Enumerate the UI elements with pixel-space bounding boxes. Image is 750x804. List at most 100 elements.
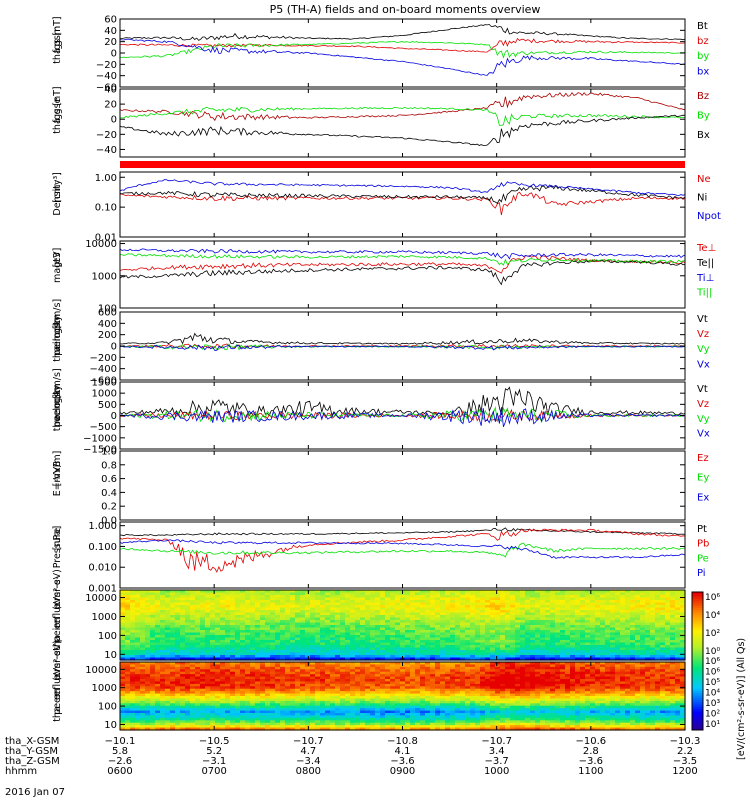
legend-label: bx bbox=[697, 66, 709, 77]
y-axis-label-line: [km/s] bbox=[52, 368, 63, 398]
y-axis-label: Pressure[nPa] bbox=[52, 526, 63, 569]
y-axis-label-line: [nPa] bbox=[52, 526, 63, 551]
series-line-fgs_gse-2 bbox=[120, 115, 685, 145]
panel-pressure: PtPbPePi0.0010.0100.1001.000Pressure[nPa… bbox=[52, 521, 709, 594]
panel-peem_velocity: VtVzVyVx−1500−1000−500050010001500thapee… bbox=[52, 368, 710, 455]
y-tick-label: 100 bbox=[98, 631, 117, 642]
legend-label: Vy bbox=[697, 414, 710, 425]
series-line-temperature-3 bbox=[120, 254, 685, 265]
series-line-fgs_gse-1 bbox=[120, 107, 685, 125]
y-axis-label: E=-VxB[mV/m] bbox=[52, 451, 63, 497]
legend-label: Ez bbox=[697, 453, 709, 464]
y-tick-label: 1.0 bbox=[101, 447, 117, 458]
legend-label: Pe bbox=[697, 553, 709, 564]
y-tick-label: 1.000 bbox=[88, 521, 117, 532]
series-line-density-1 bbox=[120, 186, 685, 204]
y-tick-label: 0 bbox=[111, 49, 117, 60]
y-tick-label: 400 bbox=[98, 319, 117, 330]
series-line-pressure-2 bbox=[120, 543, 685, 557]
legend-label: by bbox=[697, 51, 709, 62]
y-tick-label: 0.8 bbox=[101, 460, 117, 471]
panel-frame bbox=[120, 172, 685, 237]
legend-label: Bt bbox=[697, 21, 708, 32]
legend-label: bz bbox=[697, 36, 709, 47]
y-tick-label: −400 bbox=[90, 364, 117, 375]
legend-label: Ni bbox=[697, 193, 707, 204]
legend-label: Te⊥ bbox=[696, 243, 716, 254]
y-tick-label: 1500 bbox=[92, 378, 117, 389]
y-tick-label: 60 bbox=[104, 15, 117, 26]
y-tick-label: −40 bbox=[96, 71, 117, 82]
y-tick-label: 0.6 bbox=[101, 474, 117, 485]
y-tick-label: 500 bbox=[98, 400, 117, 411]
y-tick-label: 1000 bbox=[92, 612, 117, 623]
y-axis-label-line: [nT] bbox=[52, 16, 63, 35]
y-axis-label-line: [mV/m] bbox=[52, 451, 63, 487]
series-line-temperature-0 bbox=[120, 256, 685, 274]
legend-label: Bx bbox=[697, 130, 710, 141]
legend-label: Vt bbox=[697, 314, 708, 325]
series-line-peim_velocity-0 bbox=[120, 334, 685, 345]
y-tick-label: 10 bbox=[104, 650, 117, 661]
y-tick-label: 40 bbox=[104, 26, 117, 37]
panel-frame bbox=[120, 19, 685, 87]
y-tick-label: 0 bbox=[111, 342, 117, 353]
heatmap-cells-peir_spectrogram bbox=[120, 590, 686, 661]
y-tick-label: 0 bbox=[111, 115, 117, 126]
y-tick-label: 40 bbox=[104, 85, 117, 96]
y-tick-label: 200 bbox=[98, 330, 117, 341]
legend-label: By bbox=[697, 110, 710, 121]
legend-label: Bz bbox=[697, 91, 709, 102]
panel-peim_velocity: VtVzVyVx−600−400−2000200400600thapeimvel… bbox=[52, 299, 710, 387]
y-tick-label: 0.2 bbox=[101, 502, 117, 513]
legend-label: Npot bbox=[697, 211, 721, 222]
y-axis-label: magt3[eV] bbox=[52, 248, 63, 283]
legend-label: Vy bbox=[697, 344, 710, 355]
y-tick-label: 20 bbox=[104, 100, 117, 111]
y-tick-label: 20 bbox=[104, 37, 117, 48]
heatmap-cells-peer_spectrogram bbox=[120, 662, 686, 731]
y-tick-label: 0.4 bbox=[101, 488, 117, 499]
legend-label: Pi bbox=[697, 568, 706, 579]
legend-label: Pb bbox=[697, 539, 709, 550]
y-tick-label: −500 bbox=[90, 422, 117, 433]
series-line-temperature-2 bbox=[120, 249, 685, 259]
legend-label: Pt bbox=[697, 524, 707, 535]
y-tick-label: 0.010 bbox=[88, 563, 117, 574]
y-tick-label: 0 bbox=[111, 411, 117, 422]
y-tick-label: 10000 bbox=[85, 593, 117, 604]
legend-label: Ti⊥ bbox=[696, 273, 714, 284]
series-line-density-0 bbox=[120, 192, 685, 215]
y-tick-label: −20 bbox=[96, 60, 117, 71]
y-axis-label-line: [eV] bbox=[52, 248, 63, 268]
y-tick-label: 600 bbox=[98, 308, 117, 319]
series-line-fgs_gsm-0 bbox=[120, 25, 685, 41]
legend-label: Ti|| bbox=[696, 288, 712, 299]
legend-label: Ey bbox=[697, 473, 709, 484]
date-label: 2016 Jan 07 bbox=[5, 787, 65, 798]
y-tick-label: 1000 bbox=[92, 271, 117, 282]
plot-title: P5 (TH-A) fields and on-board moments ov… bbox=[270, 3, 541, 16]
y-tick-label: −20 bbox=[96, 130, 117, 141]
y-tick-label: 0.10 bbox=[95, 203, 117, 214]
legend-label: Vx bbox=[697, 359, 710, 370]
legend-label: Vx bbox=[697, 429, 710, 440]
panel-peir_spectrogram: 10 100 1000 10000 thapeirenefluxeV(cm²-s-sr-… bbox=[52, 569, 686, 661]
y-tick-label: 1.00 bbox=[95, 173, 117, 184]
series-line-fgs_gsm-2 bbox=[120, 42, 685, 58]
legend-label: Vt bbox=[697, 384, 708, 395]
y-axis-label-line: [cm⁻³] bbox=[52, 172, 63, 203]
legend-label: Vz bbox=[697, 329, 709, 340]
legend-label: Ex bbox=[697, 492, 709, 503]
